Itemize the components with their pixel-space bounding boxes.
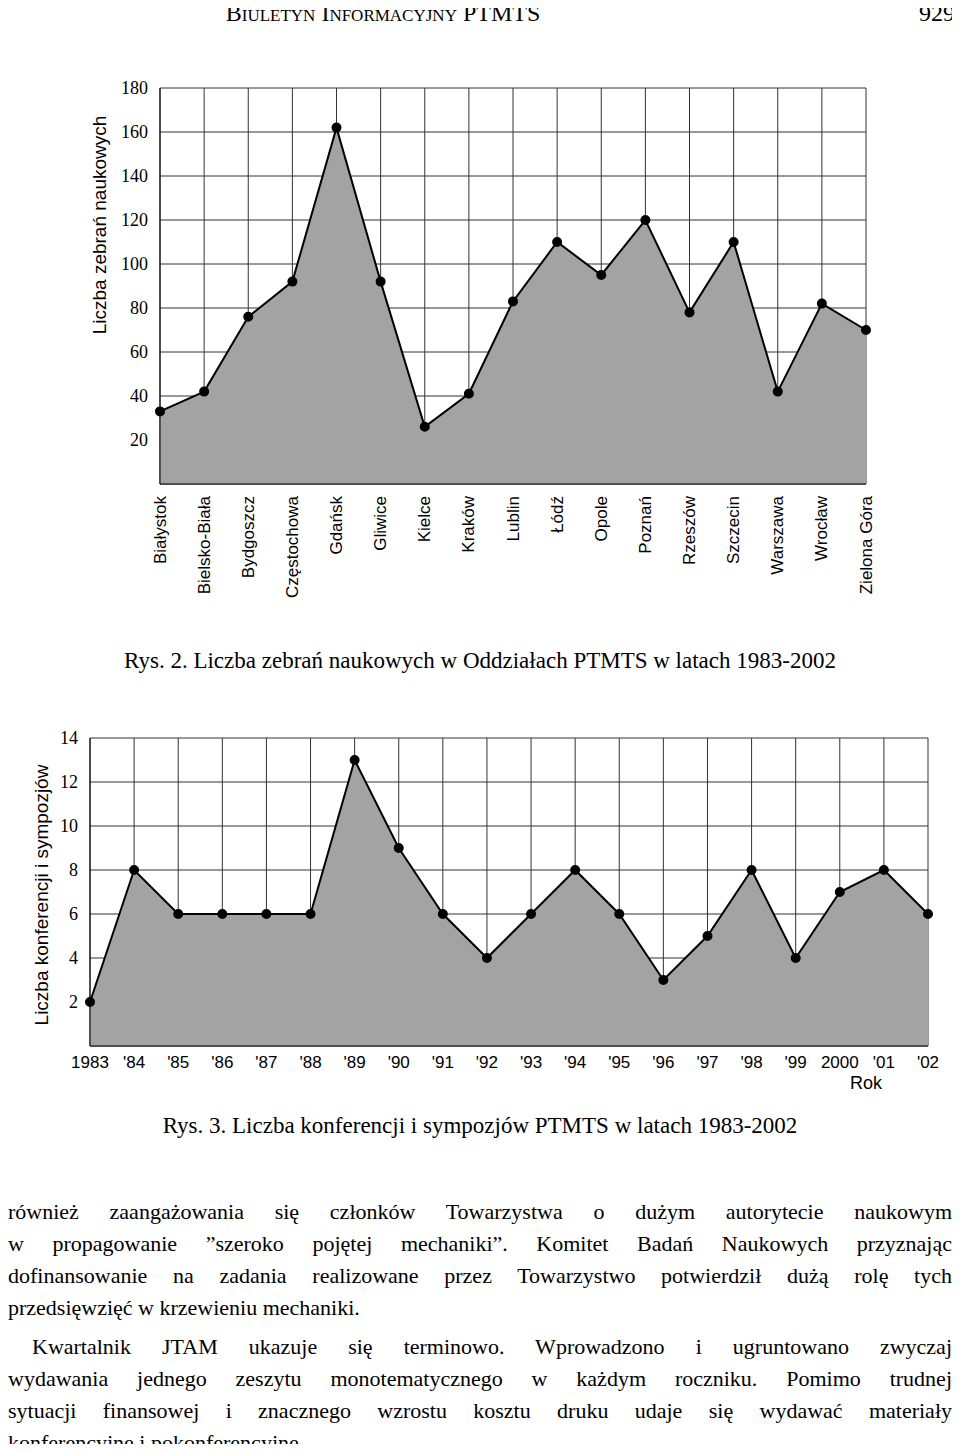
svg-text:12: 12	[60, 772, 78, 792]
svg-text:100: 100	[121, 254, 148, 274]
html-text:dofinansowanie na zadania real: dofinansowanie na zadania realizowane pr…	[8, 1263, 952, 1288]
svg-text:'99: '99	[785, 1053, 807, 1072]
svg-text:8: 8	[69, 860, 78, 880]
svg-text:Gdańsk: Gdańsk	[327, 496, 346, 555]
svg-text:Gliwice: Gliwice	[371, 496, 390, 551]
html-text:sytuacji finansowej i znaczneg: sytuacji finansowej i znacznego wzrostu …	[8, 1398, 952, 1423]
svg-text:2000: 2000	[821, 1053, 859, 1072]
svg-text:'91: '91	[432, 1053, 454, 1072]
svg-text:4: 4	[69, 948, 78, 968]
svg-text:14: 14	[60, 728, 78, 748]
svg-text:Kielce: Kielce	[415, 496, 434, 542]
svg-text:'98: '98	[741, 1053, 763, 1072]
svg-text:10: 10	[60, 816, 78, 836]
svg-text:Wrocław: Wrocław	[812, 495, 831, 561]
svg-text:'92: '92	[476, 1053, 498, 1072]
svg-text:'93: '93	[520, 1053, 542, 1072]
svg-text:'86: '86	[211, 1053, 233, 1072]
svg-text:'89: '89	[344, 1053, 366, 1072]
svg-text:40: 40	[130, 386, 148, 406]
svg-text:120: 120	[121, 210, 148, 230]
svg-text:Lublin: Lublin	[504, 496, 523, 541]
svg-text:'95: '95	[608, 1053, 630, 1072]
svg-text:'88: '88	[299, 1053, 321, 1072]
html-text:Rys. 3. Liczba konferencji i s: Rys. 3. Liczba konferencji i sympozjów P…	[162, 1113, 798, 1138]
svg-text:140: 140	[121, 166, 148, 186]
svg-text:1983: 1983	[71, 1053, 109, 1072]
html-text:Kwartalnik JTAM ukazuje się te: Kwartalnik JTAM ukazuje się terminowo. W…	[32, 1334, 952, 1359]
html-text:w propagowanie ”szeroko pojęte: w propagowanie ”szeroko pojętej mechanik…	[8, 1231, 952, 1256]
svg-text:'97: '97	[696, 1053, 718, 1072]
svg-text:'01: '01	[873, 1053, 895, 1072]
svg-text:160: 160	[121, 122, 148, 142]
svg-text:60: 60	[130, 342, 148, 362]
svg-text:Częstochowa: Częstochowa	[283, 495, 302, 598]
html-text:również zaangażowania się czło: również zaangażowania się członków Towar…	[8, 1199, 952, 1224]
svg-text:180: 180	[121, 78, 148, 98]
svg-text:Białystok: Białystok	[151, 496, 170, 565]
svg-text:6: 6	[69, 904, 78, 924]
svg-text:Opole: Opole	[592, 496, 611, 541]
svg-text:'94: '94	[564, 1053, 586, 1072]
html-text:Rok: Rok	[850, 1073, 882, 1093]
svg-text:'87: '87	[255, 1053, 277, 1072]
svg-text:Bydgoszcz: Bydgoszcz	[239, 496, 258, 578]
svg-text:'90: '90	[388, 1053, 410, 1072]
svg-text:'96: '96	[652, 1053, 674, 1072]
html-text:Rys. 2. Liczba zebrań naukowyc: Rys. 2. Liczba zebrań naukowych w Oddzia…	[124, 648, 836, 673]
svg-text:2: 2	[69, 992, 78, 1012]
svg-text:Kraków: Kraków	[459, 495, 478, 552]
svg-text:20: 20	[130, 430, 148, 450]
svg-text:'85: '85	[167, 1053, 189, 1072]
svg-text:'84: '84	[123, 1053, 145, 1072]
svg-text:80: 80	[130, 298, 148, 318]
svg-text:Rzeszów: Rzeszów	[680, 495, 699, 565]
svg-text:Szczecin: Szczecin	[724, 496, 743, 564]
svg-text:Warszawa: Warszawa	[768, 495, 787, 574]
svg-text:Łódź: Łódź	[548, 496, 567, 533]
html-text:przedsięwzięć w krzewieniu mec: przedsięwzięć w krzewieniu mechaniki.	[8, 1295, 360, 1320]
html-text:929: 929	[919, 0, 955, 26]
svg-text:Poznań: Poznań	[636, 496, 655, 554]
html-text:Liczba zebrań naukowych: Liczba zebrań naukowych	[89, 115, 110, 335]
svg-text:'02: '02	[917, 1053, 939, 1072]
svg-text:Bielsko-Biała: Bielsko-Biała	[195, 495, 214, 594]
svg-text:Zielona Góra: Zielona Góra	[857, 495, 876, 594]
html-text:wydawania jednego zeszytu mono: wydawania jednego zeszytu monotematyczne…	[8, 1366, 952, 1391]
html-text:Biuletyn Informacyjny PTMTS: Biuletyn Informacyjny PTMTS	[225, 0, 541, 26]
html-text:Liczba konferencji i sympozjów: Liczba konferencji i sympozjów	[31, 764, 52, 1026]
